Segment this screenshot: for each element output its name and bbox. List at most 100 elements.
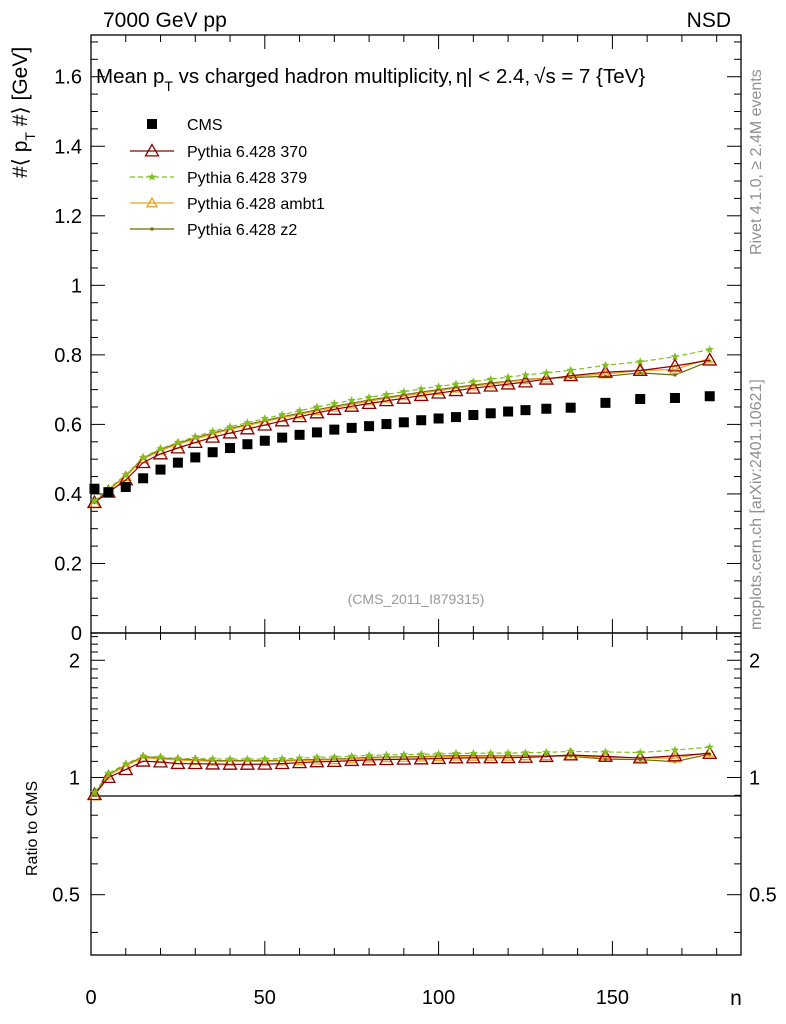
ratio-series-p370 (86, 745, 718, 801)
data-point (152, 754, 169, 768)
data-point (295, 753, 304, 762)
data-point (483, 378, 499, 392)
data-point (187, 434, 203, 448)
data-point (668, 363, 682, 374)
data-point (448, 382, 464, 397)
data-point (312, 402, 322, 411)
data-point (705, 742, 714, 751)
data-point (309, 405, 325, 419)
cms-data-point (190, 452, 201, 463)
data-point (413, 751, 429, 765)
data-point (399, 387, 409, 396)
data-point (135, 454, 151, 469)
cms-data-point (364, 421, 375, 432)
data-point (399, 750, 409, 759)
data-point (257, 417, 273, 431)
data-point (170, 440, 186, 454)
data-point (413, 387, 429, 402)
data-point (100, 769, 116, 784)
data-point (170, 755, 186, 770)
legend-label: Pythia 6.428 z2 (187, 222, 297, 239)
data-point (191, 432, 200, 441)
data-point (517, 749, 534, 763)
data-point (702, 745, 718, 759)
data-point (208, 426, 217, 435)
data-point (274, 755, 290, 770)
data-point (260, 414, 270, 423)
cms-data-point (416, 415, 427, 426)
data-point (382, 390, 391, 399)
cms-data-point (138, 473, 149, 484)
data-point (451, 379, 461, 388)
data-point (673, 373, 677, 377)
data-point (239, 756, 256, 770)
data-point (118, 761, 134, 776)
data-point (152, 446, 169, 460)
data-point (563, 367, 579, 382)
data-point (668, 751, 682, 763)
data-point (364, 392, 374, 401)
data-point (291, 408, 308, 423)
data-point (396, 751, 412, 765)
data-point (702, 352, 718, 366)
data-point (486, 374, 495, 383)
y-tick-label: 1.6 (54, 67, 82, 89)
cms-data-point (89, 483, 100, 494)
data-point (503, 748, 513, 757)
cms-data-point (468, 410, 479, 421)
data-point (603, 757, 608, 761)
data-point (86, 494, 103, 509)
data-point (448, 750, 464, 764)
data-point (241, 755, 254, 766)
data-point (483, 749, 499, 764)
data-point (500, 376, 516, 390)
data-point (189, 754, 202, 766)
legend-label: CMS (187, 117, 223, 134)
cms-data-point (207, 447, 218, 458)
data-point (667, 748, 683, 762)
data-point (138, 452, 148, 462)
cms-data-point (635, 394, 646, 405)
data-point (601, 360, 610, 369)
data-point (632, 750, 648, 764)
data-point (667, 358, 683, 372)
data-point (597, 364, 614, 378)
data-point (222, 756, 238, 770)
axis-tick-labels: 0 50 100 150 0 0.2 0.4 0.6 0.8 1 1.2 1.4 1.6 0.5 0.5 1 1… (52, 67, 777, 1009)
legend-entry-p379: Pythia 6.428 379 (130, 170, 307, 187)
data-point (503, 372, 513, 381)
legend-entry-cms: CMS (147, 117, 223, 134)
data-point (150, 227, 154, 231)
data-point (205, 429, 221, 443)
cms-data-point (381, 419, 392, 430)
ratio-y-axis-label: Ratio to CMS (24, 781, 41, 876)
y-tick-label: 0.4 (54, 484, 82, 506)
data-point (138, 751, 148, 760)
cms-data-point (398, 417, 409, 428)
data-point (542, 368, 551, 377)
ratio-tick-label-right: 2 (749, 650, 760, 672)
data-point (705, 345, 714, 354)
cms-data-point (485, 408, 496, 419)
data-point (90, 496, 99, 505)
y-tick-label: 1.2 (54, 206, 82, 228)
data-point (344, 398, 360, 412)
cms-data-point (120, 481, 131, 492)
cms-data-point (225, 443, 236, 454)
y-axis-label: #⟨ pT #⟩ [GeV] (9, 47, 38, 178)
data-point (361, 395, 377, 410)
data-point (104, 768, 113, 777)
data-point (382, 750, 391, 759)
cms-data-point (433, 413, 444, 424)
data-point (156, 752, 165, 761)
cms-data-point (520, 405, 531, 416)
data-point (486, 748, 495, 757)
data-point (465, 750, 481, 764)
data-point (469, 748, 478, 757)
data-point (517, 374, 534, 388)
cms-data-point (565, 402, 576, 413)
data-point (243, 754, 252, 763)
cms-data-point (242, 439, 253, 450)
y-tick-label: 0.2 (54, 553, 82, 575)
data-point (330, 752, 339, 761)
